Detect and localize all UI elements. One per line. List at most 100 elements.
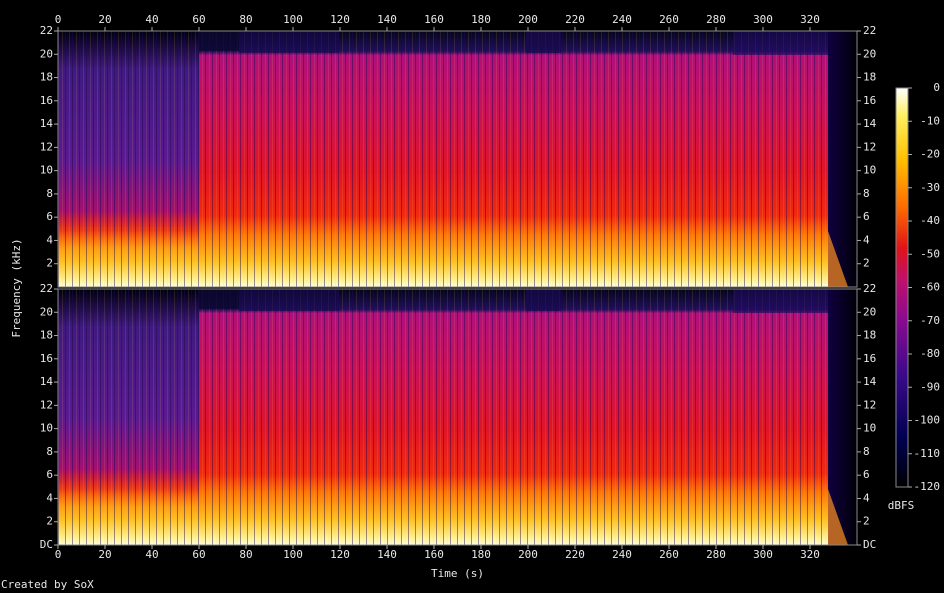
y-tick-label: 18 — [40, 329, 53, 342]
x-tick-label: 240 — [612, 13, 632, 26]
y-tick-label: 20 — [863, 305, 876, 318]
x-tick-label: 80 — [239, 13, 252, 26]
colorbar-label: dBFS — [888, 499, 915, 512]
y-tick-label: 22 — [863, 24, 876, 37]
x-tick-label: 200 — [518, 548, 538, 561]
spectrogram-image — [58, 31, 857, 287]
y-tick-label: 12 — [40, 140, 53, 153]
y-tick-label: 8 — [863, 187, 870, 200]
x-tick-label: 20 — [98, 548, 111, 561]
plot-frame — [57, 288, 858, 546]
x-tick-label: 320 — [800, 548, 820, 561]
y-tick-label: 12 — [863, 140, 876, 153]
y-tick-label: 2 — [863, 515, 870, 528]
colorbar-tick-label: -100 — [914, 414, 941, 427]
y-tick-label: 4 — [46, 491, 53, 504]
y-tick-label: DC — [40, 538, 53, 551]
y-tick-label: 14 — [40, 117, 54, 130]
colorbar-tick-label: -120 — [914, 480, 941, 493]
y-tick-label: 14 — [40, 375, 54, 388]
y-tick-label: 10 — [40, 422, 53, 435]
spectrogram-image — [58, 289, 857, 545]
x-tick-label: 20 — [98, 13, 111, 26]
colorbar-tick-label: -110 — [914, 447, 941, 460]
x-tick-label: 180 — [471, 13, 491, 26]
x-tick-label: 140 — [377, 548, 397, 561]
y-tick-label: 20 — [40, 47, 53, 60]
x-tick-label: 120 — [330, 548, 350, 561]
colorbar-tick-label: -30 — [920, 181, 940, 194]
x-tick-label: 120 — [330, 13, 350, 26]
y-tick-label: 6 — [863, 210, 870, 223]
y-axis-label: Frequency (kHz) — [10, 238, 23, 337]
y-tick-label: 12 — [863, 398, 876, 411]
x-tick-label: 60 — [192, 13, 205, 26]
x-tick-label: 40 — [145, 13, 158, 26]
y-tick-label: 4 — [863, 491, 870, 504]
y-tick-label: 16 — [863, 352, 876, 365]
footer: Created by SoX — [1, 578, 94, 591]
x-tick-label: 300 — [753, 13, 773, 26]
y-tick-label: 16 — [40, 94, 53, 107]
colorbar — [895, 87, 909, 488]
x-tick-label: 100 — [283, 548, 303, 561]
colorbar-tick-label: -10 — [920, 114, 940, 127]
y-tick-label: 12 — [40, 398, 53, 411]
x-tick-label: 260 — [659, 548, 679, 561]
y-tick-label: 18 — [863, 329, 876, 342]
x-tick-label: 60 — [192, 548, 205, 561]
y-tick-label: 6 — [46, 210, 53, 223]
x-tick-label: 140 — [377, 13, 397, 26]
colorbar-tick-label: -90 — [920, 380, 940, 393]
x-tick-label: 280 — [706, 13, 726, 26]
y-tick-label: 2 — [46, 257, 53, 270]
y-tick-label: 18 — [863, 71, 876, 84]
x-tick-label: 160 — [424, 13, 444, 26]
y-tick-label: 8 — [46, 187, 53, 200]
y-tick-label: 20 — [40, 305, 53, 318]
colorbar-tick-label: -60 — [920, 281, 940, 294]
x-tick-label: 220 — [565, 548, 585, 561]
x-tick-label: 80 — [239, 548, 252, 561]
x-tick-label: 100 — [283, 13, 303, 26]
y-tick-label: 10 — [40, 164, 53, 177]
x-tick-label: 260 — [659, 13, 679, 26]
y-tick-label: 18 — [40, 71, 53, 84]
colorbar-tick-label: -20 — [920, 148, 940, 161]
y-tick-label: 8 — [46, 445, 53, 458]
y-tick-label: 22 — [40, 24, 53, 37]
y-tick-label: 16 — [40, 352, 53, 365]
colorbar-tick-label: -70 — [920, 314, 940, 327]
x-tick-label: 0 — [55, 13, 62, 26]
y-tick-label: 8 — [863, 445, 870, 458]
y-tick-label: 6 — [863, 468, 870, 481]
y-tick-label: 6 — [46, 468, 53, 481]
x-tick-label: 300 — [753, 548, 773, 561]
y-tick-label: 14 — [863, 117, 877, 130]
y-tick-label: 2 — [863, 257, 870, 270]
y-tick-label: 2 — [46, 515, 53, 528]
y-tick-label: 10 — [863, 422, 876, 435]
colorbar-tick-label: -80 — [920, 347, 940, 360]
x-tick-label: 200 — [518, 13, 538, 26]
y-tick-label: DC — [863, 538, 876, 551]
y-tick-label: 10 — [863, 164, 876, 177]
y-tick-label: 4 — [46, 233, 53, 246]
y-tick-label: 16 — [863, 94, 876, 107]
x-tick-label: 320 — [800, 13, 820, 26]
x-tick-label: 180 — [471, 548, 491, 561]
y-tick-label: 20 — [863, 47, 876, 60]
plot-frame — [57, 30, 858, 288]
colorbar-tick-label: 0 — [933, 81, 940, 94]
colorbar-tick-label: -40 — [920, 214, 940, 227]
colorbar-tick-label: -50 — [920, 247, 940, 260]
y-tick-label: 22 — [40, 282, 53, 295]
x-tick-label: 280 — [706, 548, 726, 561]
y-tick-label: 4 — [863, 233, 870, 246]
y-tick-label: 14 — [863, 375, 877, 388]
x-tick-label: 220 — [565, 13, 585, 26]
y-tick-label: 22 — [863, 282, 876, 295]
x-axis-label: Time (s) — [431, 567, 484, 580]
x-tick-label: 40 — [145, 548, 158, 561]
